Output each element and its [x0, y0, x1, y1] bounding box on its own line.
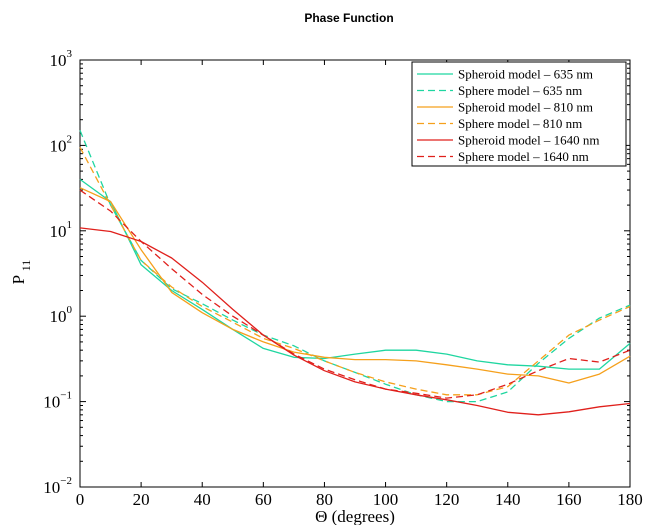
chart-title: Phase Function [304, 11, 393, 25]
y-tick-label: 101 [50, 219, 73, 241]
y-axis-label-main: P [9, 275, 28, 284]
y-axis-label-sub: 11 [19, 260, 33, 272]
x-tick-label: 40 [194, 490, 211, 509]
y-tick-base: 10 [50, 307, 67, 326]
y-tick-exponent: −2 [60, 475, 72, 487]
y-tick-label: 102 [50, 133, 73, 155]
x-tick-label: 60 [255, 490, 272, 509]
x-tick-label: 120 [434, 490, 460, 509]
legend-label-4: Sphere model – 810 nm [458, 116, 582, 131]
y-axis-label: P 11 [9, 260, 33, 285]
y-tick-label: 100 [50, 304, 73, 326]
y-tick-label: 10−1 [43, 390, 72, 412]
x-axis-label: Θ (degrees) [315, 507, 395, 525]
legend-label-1: Spheroid model – 635 nm [458, 67, 593, 82]
y-tick-base: 10 [50, 222, 67, 241]
legend-label-5: Spheroid model – 1640 nm [458, 133, 600, 148]
y-tick-label: 103 [50, 48, 73, 70]
y-tick-exponent: 1 [67, 219, 73, 231]
legend-label-6: Sphere model – 1640 nm [458, 149, 589, 164]
y-tick-base: 10 [50, 136, 67, 155]
x-tick-label: 20 [133, 490, 150, 509]
y-tick-exponent: −1 [60, 390, 72, 402]
y-tick-base: 10 [50, 51, 67, 70]
y-tick-exponent: 0 [67, 304, 73, 316]
x-tick-label: 140 [495, 490, 521, 509]
x-tick-label: 180 [617, 490, 643, 509]
x-tick-label: 160 [556, 490, 582, 509]
y-tick-base: 10 [43, 478, 60, 497]
y-tick-base: 10 [43, 393, 60, 412]
y-tick-exponent: 3 [67, 48, 73, 60]
x-tick-label: 0 [76, 490, 85, 509]
legend-label-3: Spheroid model – 810 nm [458, 100, 593, 115]
y-tick-exponent: 2 [67, 133, 73, 145]
legend-label-2: Sphere model – 635 nm [458, 83, 582, 98]
y-tick-label: 10−2 [43, 475, 72, 497]
